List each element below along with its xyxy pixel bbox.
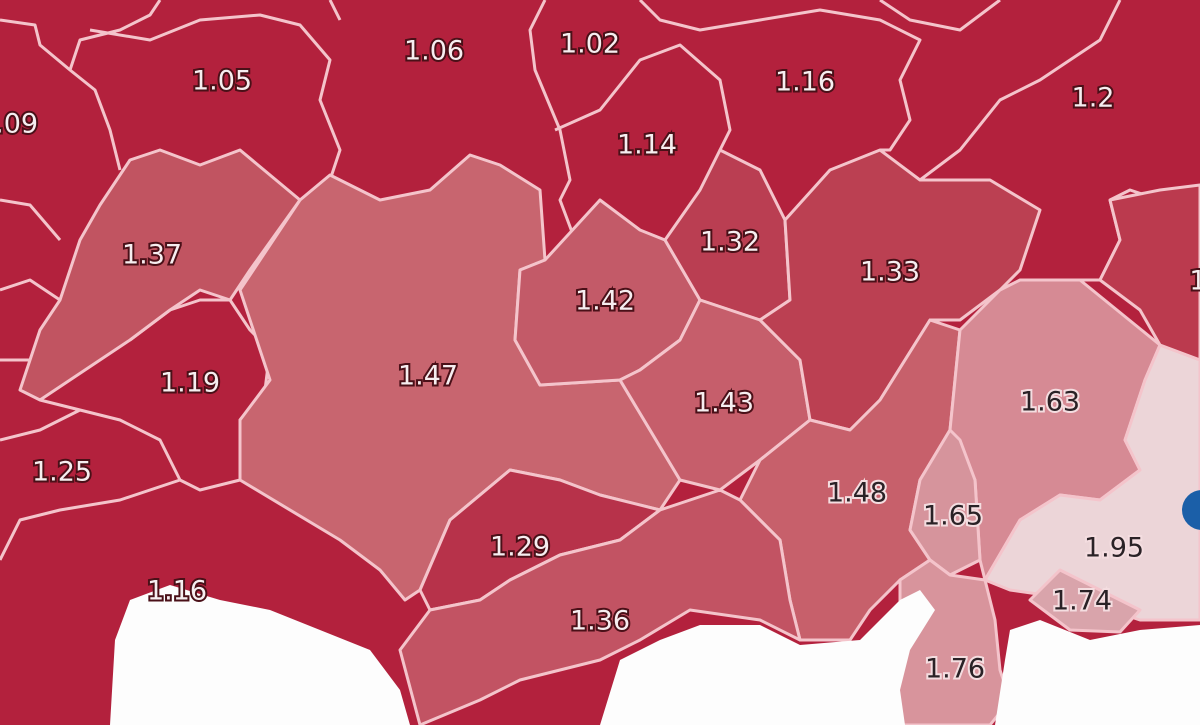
label-1-16: 1.16 — [775, 67, 835, 98]
sea-area — [995, 620, 1200, 725]
region-1-74[interactable] — [1028, 568, 1142, 634]
label-1-65: 1.65 — [923, 501, 983, 532]
region-1-37[interactable] — [18, 148, 302, 402]
label-1-74: 1.74 — [1052, 586, 1112, 617]
sea-area — [110, 585, 410, 725]
label-1-09: 1.09 — [0, 109, 38, 140]
region-right-edge[interactable] — [1098, 183, 1200, 362]
region-1-36[interactable] — [398, 488, 802, 725]
label-1-76: 1.76 — [925, 654, 985, 685]
label-1-33: 1.33 — [860, 257, 920, 288]
label-1-32: 1.32 — [700, 227, 760, 258]
label-1-16-south: 1.16 — [147, 576, 207, 607]
label-1-19: 1.19 — [160, 368, 220, 399]
label-1-06: 1.06 — [404, 36, 464, 67]
label-1-25: 1.25 — [32, 457, 92, 488]
label-1-43: 1.43 — [694, 388, 754, 419]
label-1-48: 1.48 — [827, 478, 887, 509]
label-1-95: 1.95 — [1084, 533, 1144, 564]
region-1-33[interactable] — [758, 148, 1042, 432]
label-1-37: 1.37 — [122, 240, 182, 271]
label-1-29: 1.29 — [490, 532, 550, 563]
label-1-63: 1.63 — [1020, 387, 1080, 418]
sea-area — [600, 590, 935, 725]
label-1-47: 1.47 — [398, 361, 458, 392]
label-1-14: 1.14 — [617, 130, 677, 161]
location-marker[interactable] — [1182, 490, 1200, 530]
label-1-02: 1.02 — [560, 29, 620, 60]
label-right-edge: 1 — [1189, 266, 1200, 297]
label-1-36: 1.36 — [570, 606, 630, 637]
label-1-2: 1.2 — [1072, 83, 1115, 114]
label-1-42: 1.42 — [575, 286, 635, 317]
label-1-05: 1.05 — [192, 66, 252, 97]
